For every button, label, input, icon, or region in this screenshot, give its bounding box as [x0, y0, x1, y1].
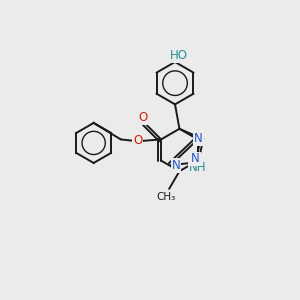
Text: CH₃: CH₃	[157, 192, 176, 202]
Text: N: N	[172, 159, 180, 172]
Text: N: N	[194, 132, 203, 145]
Text: O: O	[138, 111, 147, 124]
Text: NH: NH	[188, 161, 206, 175]
Text: HO: HO	[169, 49, 188, 62]
Text: N: N	[191, 152, 200, 166]
Text: O: O	[133, 134, 142, 147]
